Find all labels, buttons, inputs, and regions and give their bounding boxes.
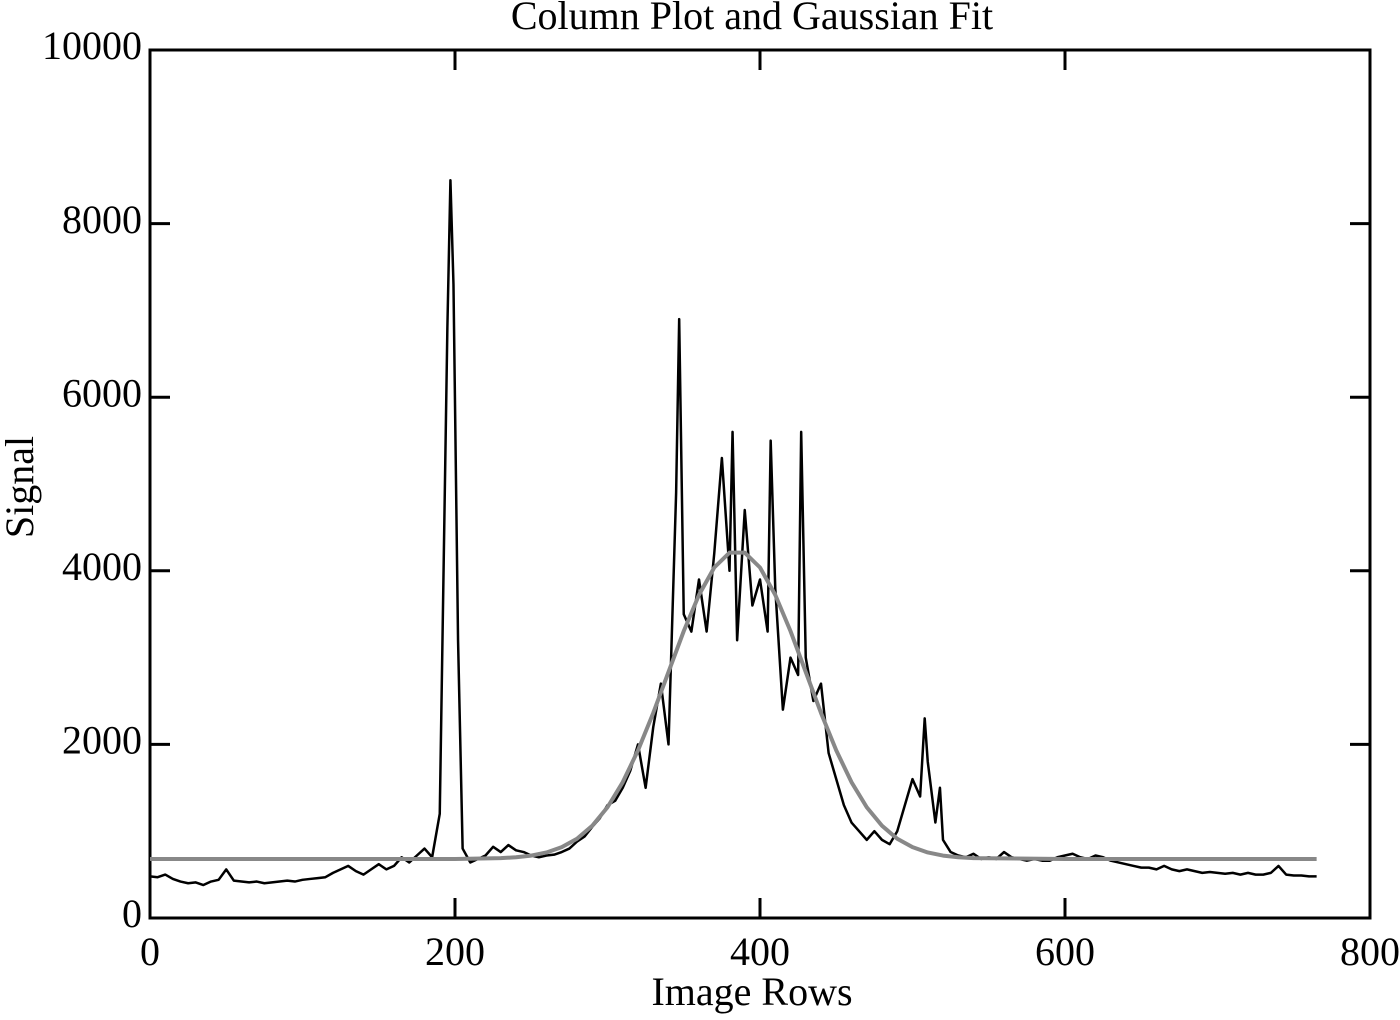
x-tick-label: 0 xyxy=(140,929,160,974)
y-tick-label: 6000 xyxy=(62,370,142,415)
series-line xyxy=(150,550,1317,861)
x-tick-label: 800 xyxy=(1340,929,1400,974)
plot-frame xyxy=(148,48,1372,920)
chart-title: Column Plot and Gaussian Fit xyxy=(511,0,993,38)
y-tick-label: 4000 xyxy=(62,544,142,589)
x-tick-label: 200 xyxy=(425,929,485,974)
y-tick-label: 0 xyxy=(122,891,142,936)
series-line xyxy=(149,178,1317,887)
x-tick-label: 400 xyxy=(730,929,790,974)
y-axis-label: Signal xyxy=(0,436,42,538)
x-tick-label: 600 xyxy=(1035,929,1095,974)
y-tick-label: 10000 xyxy=(42,23,142,68)
y-tick-label: 2000 xyxy=(62,718,142,763)
x-axis-label: Image Rows xyxy=(651,969,852,1014)
y-tick-label: 8000 xyxy=(62,197,142,242)
